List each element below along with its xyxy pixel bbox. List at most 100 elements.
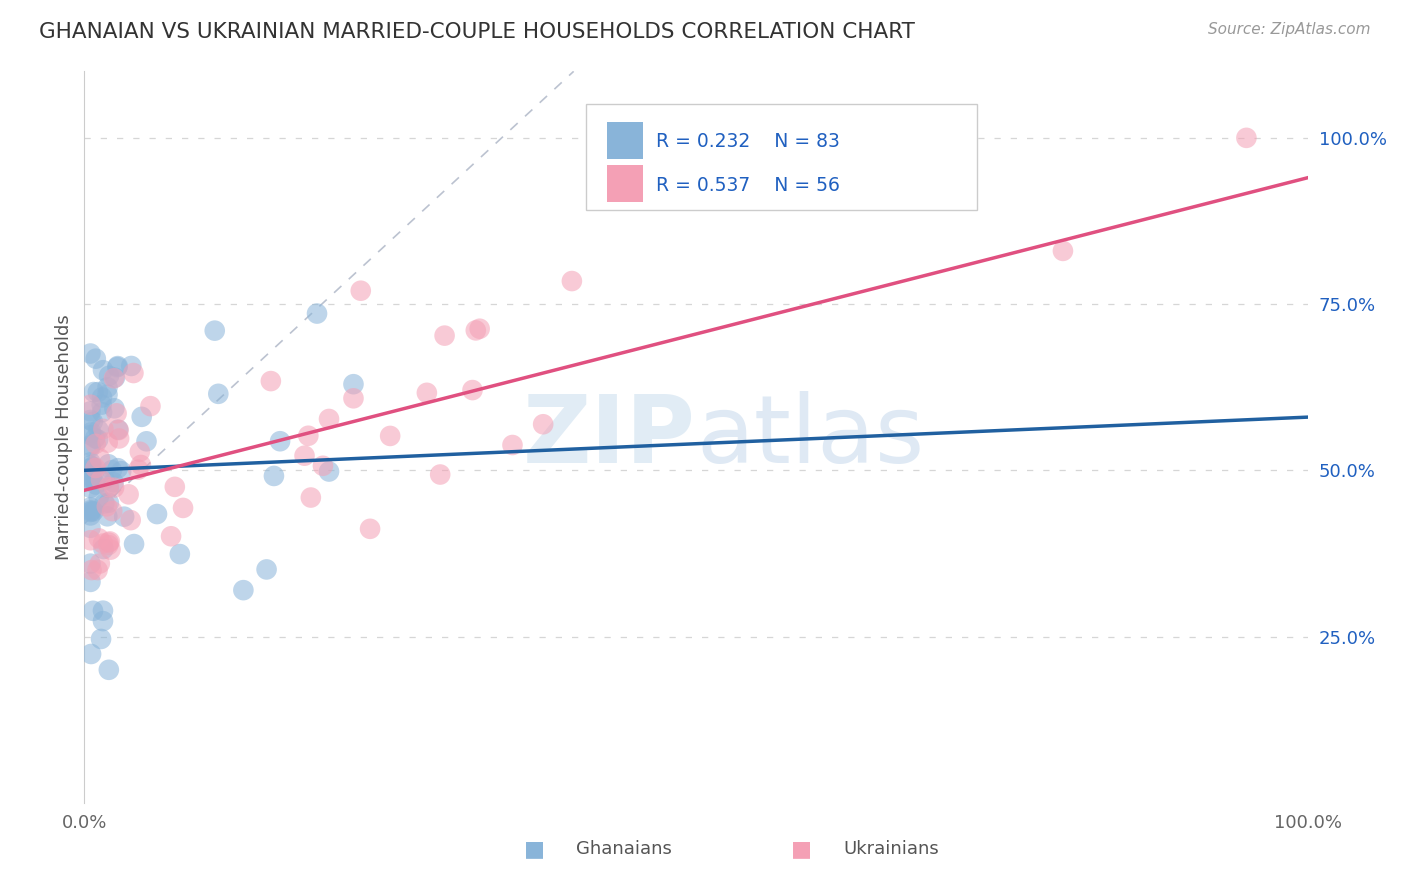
Point — [1236, 131, 1258, 145]
Point — [207, 387, 229, 401]
Point — [342, 377, 364, 392]
Point — [135, 434, 157, 449]
Point — [461, 383, 484, 397]
Point — [105, 406, 128, 420]
Point — [79, 533, 101, 548]
Point — [96, 380, 118, 394]
Point — [80, 563, 103, 577]
Point — [101, 463, 124, 477]
Point — [82, 459, 104, 474]
Text: Ukrainians: Ukrainians — [844, 840, 939, 858]
Point — [561, 274, 583, 288]
Point — [86, 563, 108, 577]
Point — [80, 647, 103, 661]
Point — [93, 496, 115, 510]
Point — [87, 385, 110, 400]
Text: GHANAIAN VS UKRAINIAN MARRIED-COUPLE HOUSEHOLDS CORRELATION CHART: GHANAIAN VS UKRAINIAN MARRIED-COUPLE HOU… — [39, 22, 915, 42]
Point — [93, 541, 115, 556]
Point — [79, 472, 101, 486]
Point — [502, 438, 524, 452]
Point — [98, 534, 121, 549]
Point — [84, 351, 107, 366]
Point — [79, 458, 101, 473]
Point — [82, 415, 104, 429]
Point — [169, 547, 191, 561]
Point — [107, 359, 129, 373]
Point — [112, 509, 135, 524]
Point — [299, 491, 322, 505]
Text: R = 0.232    N = 83: R = 0.232 N = 83 — [655, 132, 839, 152]
Point — [263, 469, 285, 483]
Point — [318, 465, 340, 479]
Point — [79, 574, 101, 589]
Point — [139, 399, 162, 413]
Text: Ghanaians: Ghanaians — [576, 840, 672, 858]
Point — [91, 363, 114, 377]
Point — [80, 425, 103, 440]
Point — [318, 412, 340, 426]
Point — [97, 480, 120, 494]
Point — [122, 366, 145, 380]
Point — [96, 509, 118, 524]
Point — [96, 387, 118, 401]
Point — [131, 409, 153, 424]
Point — [260, 374, 283, 388]
Point — [79, 413, 101, 427]
Point — [79, 346, 101, 360]
Text: ■: ■ — [524, 839, 544, 859]
Point — [429, 467, 451, 482]
Point — [83, 385, 105, 400]
Point — [80, 473, 103, 487]
Point — [79, 438, 101, 452]
Point — [79, 557, 101, 571]
Point — [97, 435, 120, 450]
Point — [79, 461, 101, 475]
Point — [359, 522, 381, 536]
Text: ZIP: ZIP — [523, 391, 696, 483]
Point — [117, 487, 139, 501]
Point — [468, 322, 491, 336]
Point — [105, 360, 128, 375]
Point — [79, 500, 101, 515]
Point — [93, 422, 115, 436]
Point — [84, 431, 107, 445]
Point — [79, 398, 101, 412]
Point — [79, 481, 101, 495]
Point — [342, 392, 364, 406]
Point — [269, 434, 291, 449]
Point — [128, 444, 150, 458]
Point — [464, 323, 486, 337]
Point — [433, 328, 456, 343]
Point — [120, 359, 142, 373]
Point — [79, 404, 101, 418]
Point — [97, 663, 120, 677]
Point — [204, 324, 226, 338]
Point — [79, 508, 101, 523]
Point — [97, 496, 120, 510]
Point — [79, 521, 101, 535]
Point — [80, 470, 103, 484]
Point — [94, 473, 117, 487]
Bar — [606, 122, 644, 159]
Text: ■: ■ — [792, 839, 811, 859]
Y-axis label: Married-couple Households: Married-couple Households — [55, 314, 73, 560]
Point — [127, 462, 149, 476]
Point — [100, 542, 122, 557]
Point — [104, 370, 127, 384]
Point — [82, 465, 104, 479]
Point — [146, 507, 169, 521]
Point — [297, 429, 319, 443]
Point — [91, 391, 114, 405]
Point — [350, 284, 373, 298]
Point — [91, 614, 114, 628]
Point — [97, 538, 120, 552]
Point — [103, 481, 125, 495]
Point — [103, 475, 125, 490]
Point — [91, 604, 114, 618]
Point — [82, 604, 104, 618]
Point — [1052, 244, 1074, 258]
Point — [108, 432, 131, 446]
Point — [83, 467, 105, 481]
Point — [172, 500, 194, 515]
Point — [90, 632, 112, 646]
